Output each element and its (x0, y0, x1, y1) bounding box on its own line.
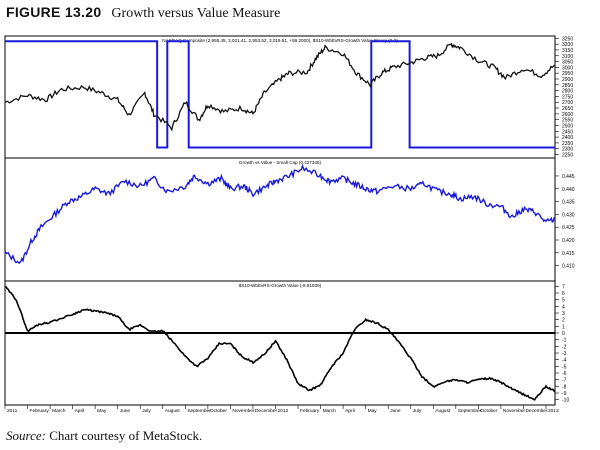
y-tick-label: 4 (562, 304, 565, 310)
y-tick-label: -8 (562, 384, 567, 390)
x-tick-label: 2012 (277, 408, 288, 414)
y-tick-label: -7 (562, 378, 567, 384)
x-tick-label: May (97, 408, 107, 414)
y-tick-label: 6 (562, 291, 565, 297)
y-tick-label: 0.420 (562, 238, 575, 244)
y-tick-label: 2400 (562, 135, 573, 141)
x-tick-label: November (232, 408, 255, 414)
y-tick-label: 2550 (562, 118, 573, 124)
y-tick-label: 2250 (562, 153, 573, 159)
panel-title-1: NASDAQ Composite (2,955.45, 3,021.41, 2,… (162, 38, 398, 43)
y-tick-label: 0.430 (562, 212, 575, 218)
x-tick-label: June (120, 408, 131, 414)
x-tick-label: April (345, 408, 355, 414)
y-tick-label: 2650 (562, 106, 573, 112)
y-tick-label: 0.425 (562, 225, 575, 231)
y-tick-label: 0.435 (562, 200, 575, 206)
y-tick-label: 3200 (562, 42, 573, 48)
y-tick-label: -4 (562, 358, 567, 364)
y-tick-label: 7 (562, 284, 565, 290)
x-tick-label: March (52, 408, 66, 414)
y-tick-label: -9 (562, 391, 567, 397)
y-tick-label: 0.415 (562, 251, 575, 257)
source-label: Source: (6, 428, 46, 443)
y-tick-label: 2900 (562, 77, 573, 83)
figure-title: FIGURE 13.20 Growth versus Value Measure (6, 4, 280, 22)
x-tick-label: June (390, 408, 401, 414)
x-tick-label: October (480, 408, 497, 414)
y-tick-label: 5 (562, 298, 565, 304)
y-tick-label: 0 (562, 331, 565, 337)
panel-frame-1 (4, 35, 556, 159)
y-tick-label: 2700 (562, 100, 573, 106)
y-tick-label: -3 (562, 351, 567, 357)
y-tick-label: 3250 (562, 36, 573, 42)
x-tick-label: March (323, 408, 337, 414)
binary-signal-line (5, 40, 555, 149)
x-tick-label: 2011 (7, 408, 18, 414)
y-tick-label: -1 (562, 338, 567, 344)
x-tick-label: July (413, 408, 422, 414)
y-tick-label: 2800 (562, 89, 573, 95)
y-tick-label: 3050 (562, 60, 573, 66)
y-tick-label: 2850 (562, 83, 573, 89)
y-tick-label: 0.445 (562, 174, 575, 180)
y-tick-label: 3000 (562, 65, 573, 71)
y-tick-label: 2750 (562, 94, 573, 100)
y-tick-label: 1 (562, 324, 565, 330)
y-tick-label: 3 (562, 311, 565, 317)
nasdaq-price-line (4, 42, 556, 132)
x-tick-label: May (368, 408, 378, 414)
x-tick-label: October (210, 408, 227, 414)
y-tick-label: 2950 (562, 71, 573, 77)
y-tick-label: 2450 (562, 129, 573, 135)
y-tick-label: 2300 (562, 147, 573, 153)
source-note: Source: Chart courtesy of MetaStock. (6, 428, 202, 444)
y-tick-label: -6 (562, 371, 567, 377)
x-tick-label: February (300, 408, 320, 414)
x-tick-label: August (435, 408, 451, 414)
figure-label: FIGURE 13.20 (6, 4, 102, 20)
y-tick-label: 0.410 (562, 264, 575, 270)
y-tick-label: -2 (562, 344, 567, 350)
y-tick-label: -10 (562, 398, 569, 404)
y-tick-label: 2600 (562, 112, 573, 118)
panel-frame-3 (4, 280, 556, 406)
panel-frame-2 (4, 157, 556, 282)
x-tick-label: April (75, 408, 85, 414)
x-tick-label: July (142, 408, 151, 414)
panel-title-2: Growth vs Value - Small Cap (0.427346) (239, 160, 322, 165)
y-tick-label: 0.440 (562, 187, 575, 193)
oscillator-line (4, 285, 556, 401)
y-tick-label: 3150 (562, 48, 573, 54)
y-tick-label: 2 (562, 318, 565, 324)
x-tick-label: August (165, 408, 181, 414)
panel-title-3: $S10-WbEvRS-Growth Value (-8.81939) (239, 283, 322, 288)
y-tick-label: -5 (562, 364, 567, 370)
source-text: Chart courtesy of MetaStock. (49, 428, 203, 443)
x-tick-label: February (30, 408, 50, 414)
x-tick-label: September (458, 408, 482, 414)
x-tick-label: September (187, 408, 211, 414)
y-tick-label: 2500 (562, 123, 573, 129)
x-tick-label: December (255, 408, 278, 414)
y-tick-label: 2350 (562, 141, 573, 147)
growth-value-ratio-line (4, 163, 556, 265)
figure-caption: Growth versus Value Measure (111, 6, 281, 21)
x-tick-label: November (503, 408, 526, 414)
x-tick-label: 2013 (548, 408, 559, 414)
x-tick-label: December (525, 408, 548, 414)
y-tick-label: 3100 (562, 54, 573, 60)
